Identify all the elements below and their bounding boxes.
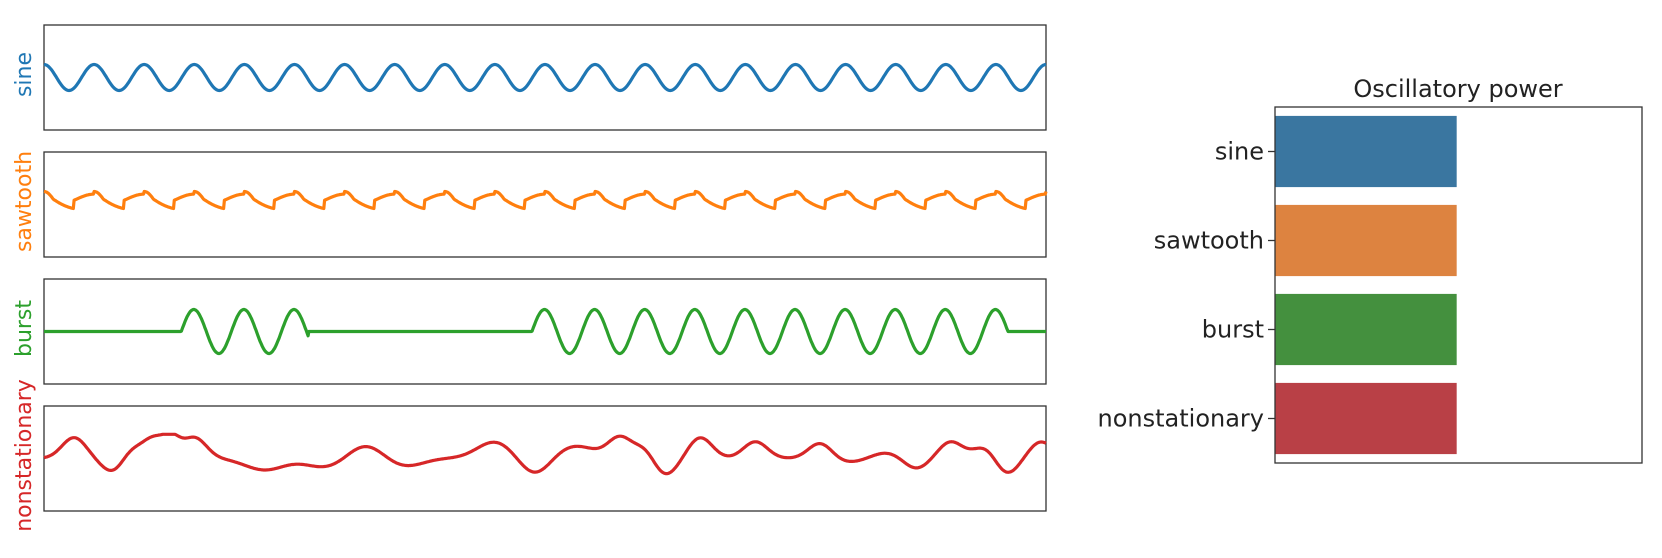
signal-line-nonstationary bbox=[43, 432, 1047, 476]
signal-panel-sawtooth: sawtooth bbox=[12, 151, 1048, 258]
ytick-label-nonstationary: nonstationary bbox=[1098, 405, 1264, 433]
signal-line-sine bbox=[43, 62, 1047, 93]
signal-line-sawtooth bbox=[43, 189, 1048, 211]
bar-chart-title: Oscillatory power bbox=[1353, 75, 1562, 103]
signal-panel-frame bbox=[43, 405, 1047, 512]
signal-line-burst bbox=[43, 307, 1047, 356]
signal-panel-burst: burst bbox=[12, 278, 1047, 385]
bars: sine sawtooth burst nonstationary bbox=[1098, 115, 1457, 455]
ytick-label-sawtooth: sawtooth bbox=[1154, 227, 1264, 255]
signal-panel-frame bbox=[43, 24, 1047, 131]
signal-label-sine: sine bbox=[12, 52, 37, 97]
bar-sawtooth bbox=[1275, 204, 1457, 277]
bar-nonstationary bbox=[1275, 382, 1457, 455]
signal-label-nonstationary: nonstationary bbox=[12, 379, 37, 532]
signal-panel-nonstationary: nonstationary bbox=[12, 379, 1047, 532]
bar-chart-frame bbox=[1274, 106, 1643, 464]
signal-panel-frame bbox=[43, 151, 1047, 258]
signal-panels: sine sawtooth burst nonstationary bbox=[12, 24, 1048, 532]
bar-sine bbox=[1275, 115, 1457, 188]
signal-label-burst: burst bbox=[12, 300, 37, 357]
oscillatory-power-chart: Oscillatory power sine sawtooth burst nonst… bbox=[1098, 75, 1643, 464]
signal-panel-frame bbox=[43, 278, 1047, 385]
signal-panel-sine: sine bbox=[12, 24, 1047, 131]
bar-burst bbox=[1275, 293, 1457, 366]
ytick-label-sine: sine bbox=[1215, 138, 1264, 166]
ytick-label-burst: burst bbox=[1202, 316, 1264, 344]
signal-label-sawtooth: sawtooth bbox=[12, 151, 37, 252]
